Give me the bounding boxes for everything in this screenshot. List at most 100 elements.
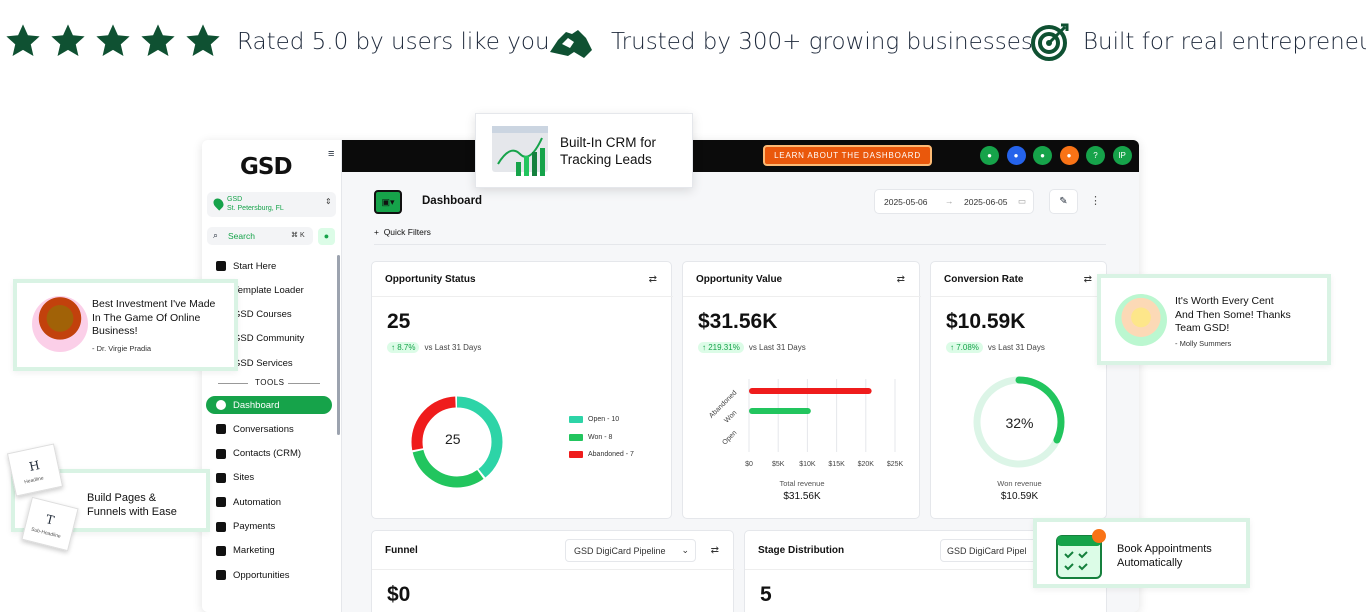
sidebar-item-opportunities[interactable]: Opportunities xyxy=(216,566,290,584)
nav-icon xyxy=(216,424,226,435)
page-title: Dashboard xyxy=(422,195,483,207)
card-title: Funnel xyxy=(385,545,418,556)
donut-slice-open xyxy=(411,396,503,488)
pages-text: Build Pages & Funnels with Ease xyxy=(87,491,177,519)
heading-icon: H xyxy=(27,458,41,474)
divider xyxy=(288,383,320,384)
sidebar-item[interactable]: Start Here xyxy=(216,257,276,275)
donut-slice-won xyxy=(973,376,1065,468)
bar-won xyxy=(749,408,811,414)
pipeline-select[interactable]: GSD DigiCard Pipeline ⌄ xyxy=(565,539,696,562)
legend-label: Abandoned - 7 xyxy=(588,451,634,458)
metric-value: $31.56K xyxy=(698,310,778,333)
delta-label: vs Last 31 Days xyxy=(748,343,806,352)
collapse-menu-icon[interactable]: ≡ xyxy=(328,148,335,160)
megaphone-icon[interactable]: ● xyxy=(1033,146,1052,165)
sidebar-item-automation[interactable]: Automation xyxy=(216,493,281,511)
phone-icon[interactable]: ● xyxy=(980,146,999,165)
nav-icon xyxy=(216,521,226,532)
donut-slice-won xyxy=(411,396,503,488)
pipeline-value: GSD DigiCard Pipel xyxy=(947,546,1027,556)
search-shortcut: ⌘ K xyxy=(291,232,305,239)
testimonial-card-1: Best Investment I've Made In The Game Of … xyxy=(13,279,238,371)
dashboard-switcher-button[interactable]: ▣▾ xyxy=(374,190,402,214)
filter-icon[interactable]: ⇄ xyxy=(648,274,657,285)
metric-delta: ↑ 7.08% vs Last 31 Days xyxy=(946,342,1045,353)
status-donut-chart xyxy=(411,396,503,488)
divider xyxy=(683,296,921,297)
sidebar: GSD ≡ GSD St. Petersburg, FL ⇕ ⌕ Search … xyxy=(202,140,342,612)
nav-icon xyxy=(216,448,226,459)
star-icon xyxy=(96,24,130,57)
x-tick-label: $25K xyxy=(887,461,904,468)
sidebar-item-contacts-crm[interactable]: Contacts (CRM) xyxy=(216,445,301,463)
y-tick-label: Open xyxy=(721,429,738,446)
appointments-line: Automatically xyxy=(1117,557,1183,569)
user-initials-icon[interactable]: IP xyxy=(1112,146,1132,165)
x-tick-label: $0 xyxy=(745,461,753,468)
text-icon: T xyxy=(44,512,56,528)
location-name: GSD xyxy=(227,196,243,203)
edit-icon[interactable]: ✎ xyxy=(1049,189,1078,214)
built-text: Built for real entrepreneurs xyxy=(1083,29,1366,55)
more-options-icon[interactable]: ⋮ xyxy=(1090,195,1101,207)
sidebar-scrollbar[interactable] xyxy=(337,255,340,435)
sidebar-item-label: Automation xyxy=(233,496,282,508)
divider xyxy=(745,569,1108,570)
location-switcher[interactable]: GSD St. Petersburg, FL ⇕ xyxy=(207,192,336,217)
sidebar-item-dashboard[interactable]: Dashboard xyxy=(206,396,332,414)
search-input[interactable]: ⌕ Search ⌘ K xyxy=(207,227,313,245)
sidebar-item-label: Opportunities xyxy=(233,569,290,581)
crm-line-1: Built-In CRM for xyxy=(560,135,657,150)
filter-icon[interactable]: ⇄ xyxy=(896,274,905,285)
sidebar-item-conversations[interactable]: Conversations xyxy=(216,420,294,438)
x-tick-label: $5K xyxy=(772,461,785,468)
nav-icon xyxy=(216,545,226,556)
star-icon xyxy=(141,24,175,57)
funnel-card: Funnel GSD DigiCard Pipeline ⌄ ⇄ $0 xyxy=(371,530,735,612)
delta-label: vs Last 31 Days xyxy=(987,343,1045,352)
target-icon xyxy=(1031,23,1069,61)
quick-filters-button[interactable]: + Quick Filters xyxy=(374,227,431,237)
sidebar-item-label: Marketing xyxy=(233,545,275,557)
quote-line: Business! xyxy=(92,325,138,337)
quote-line: Team GSD! xyxy=(1175,322,1230,334)
sidebar-item-payments[interactable]: Payments xyxy=(216,518,275,536)
bell-icon[interactable]: ● xyxy=(1059,146,1079,165)
legend-item: Won - 8 xyxy=(569,433,612,441)
sidebar-item-label: Sites xyxy=(233,472,255,484)
sidebar-item-marketing[interactable]: Marketing xyxy=(216,542,275,560)
sidebar-item-label: GSD Courses xyxy=(233,309,292,321)
card-title: Conversion Rate xyxy=(944,274,1024,285)
user-icon[interactable]: ● xyxy=(318,228,335,245)
sidebar-item-sites[interactable]: Sites xyxy=(216,469,254,487)
card-title: Opportunity Status xyxy=(385,274,476,285)
top-banner: Rated 5.0 by users like you Trusted by 3… xyxy=(0,0,1366,90)
sidebar-item-label: Contacts (CRM) xyxy=(233,448,302,460)
divider xyxy=(931,296,1108,297)
conversion-donut-chart xyxy=(973,376,1065,468)
location-city: St. Petersburg, FL xyxy=(227,205,284,212)
metric-value: 25 xyxy=(387,310,411,333)
filter-icon[interactable]: ⇄ xyxy=(710,545,719,556)
delta-badge: ↑ 7.08% xyxy=(946,342,983,353)
conversion-rate-card: Conversion Rate ⇄ $10.59K ↑ 7.08% vs Last… xyxy=(930,261,1108,519)
calendar-icon: ▭ xyxy=(1018,196,1027,206)
calendar-check-icon xyxy=(1056,529,1106,579)
gsd-logo: GSD xyxy=(240,154,293,180)
learn-dashboard-button[interactable]: LEARN ABOUT THE DASHBOARD xyxy=(763,145,932,166)
donut-center-value: 25 xyxy=(445,431,461,447)
date-range-picker[interactable]: 2025-05-06 → 2025-06-05 ▭ xyxy=(874,189,1034,214)
top-navbar: LEARN ABOUT THE DASHBOARD ● ● ● ●? IP xyxy=(342,140,1139,172)
metric-value: $10.59K xyxy=(946,310,1026,333)
filter-icon[interactable]: ⇄ xyxy=(1083,274,1092,285)
help-icon[interactable]: ? xyxy=(1086,146,1105,165)
star-icon xyxy=(6,24,40,57)
card-title: Opportunity Value xyxy=(696,274,783,285)
subheadline-label: Sub-Headline xyxy=(30,526,62,540)
search-placeholder: Search xyxy=(228,231,255,241)
app-icon[interactable]: ● xyxy=(1006,146,1026,165)
avatar xyxy=(1115,294,1167,346)
won-revenue-label: Won revenue xyxy=(997,479,1042,488)
y-tick-label: Won xyxy=(723,409,738,424)
